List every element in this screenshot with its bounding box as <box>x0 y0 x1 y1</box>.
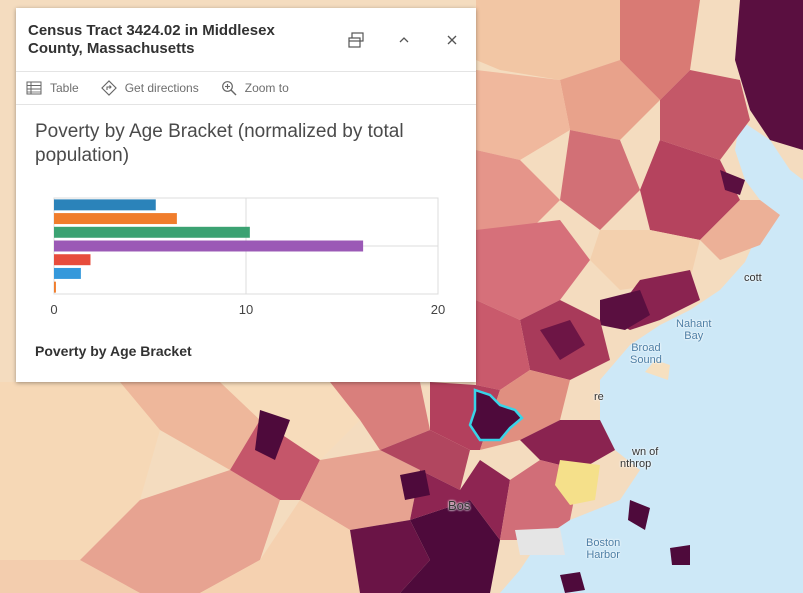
dock-icon <box>348 32 364 48</box>
table-icon <box>26 81 42 95</box>
island-shape <box>645 360 670 380</box>
selected-tract-outline[interactable] <box>468 388 524 442</box>
map-label-winthrop: nthrop <box>620 458 652 470</box>
bay-water <box>735 120 803 215</box>
poverty-bar-chart: 0 10 20 <box>50 197 445 317</box>
harbor-island-2 <box>560 572 585 593</box>
zoom-to-label: Zoom to <box>244 81 289 95</box>
map-label-boston: Bos <box>448 498 471 513</box>
bar-4[interactable] <box>54 254 91 266</box>
x-tick-label: 0 <box>50 302 57 317</box>
bar-5[interactable] <box>54 267 81 279</box>
harbor-island <box>628 500 650 530</box>
map-label-boston-harbor: Boston Harbor <box>586 537 621 561</box>
bar-1[interactable] <box>54 213 177 225</box>
zoom-to-icon <box>221 81 237 96</box>
bar-2[interactable] <box>54 226 250 238</box>
close-icon <box>447 35 457 45</box>
dock-button[interactable] <box>344 28 368 52</box>
chart-caption: Poverty by Age Bracket <box>35 343 192 359</box>
bar-3[interactable] <box>54 240 364 252</box>
close-button[interactable] <box>440 28 464 52</box>
popup-header: Census Tract 3424.02 in Middlesex County… <box>16 8 476 72</box>
ocean-water <box>500 200 803 593</box>
table-action[interactable]: Table <box>26 81 79 95</box>
map-label-nahant-bay: Nahant Bay <box>676 318 712 342</box>
harbor-island-3 <box>670 545 690 565</box>
map-label-cott: cott <box>744 272 762 284</box>
zoom-to-action[interactable]: Zoom to <box>221 80 289 96</box>
map-label-re: re <box>594 391 604 403</box>
table-action-label: Table <box>50 81 79 95</box>
x-tick-label: 10 <box>239 302 253 317</box>
popup-title: Census Tract 3424.02 in Middlesex County… <box>28 22 275 57</box>
popup-action-bar: Table Get directions Zoom to <box>16 72 476 105</box>
x-tick-label: 20 <box>431 302 445 317</box>
get-directions-action[interactable]: Get directions <box>100 80 199 96</box>
bar-0[interactable] <box>54 199 156 211</box>
chart-title: Poverty by Age Bracket (normalized by to… <box>35 121 404 166</box>
collapse-chevron-icon <box>399 37 409 43</box>
map-label-town-of: wn of <box>632 446 659 458</box>
feature-popup: Census Tract 3424.02 in Middlesex County… <box>16 8 476 382</box>
bar-6[interactable] <box>54 281 56 293</box>
directions-icon <box>100 80 117 96</box>
get-directions-label: Get directions <box>124 81 199 95</box>
map-label-broad-sound: Broad Sound <box>630 342 662 366</box>
collapse-button[interactable] <box>392 28 416 52</box>
